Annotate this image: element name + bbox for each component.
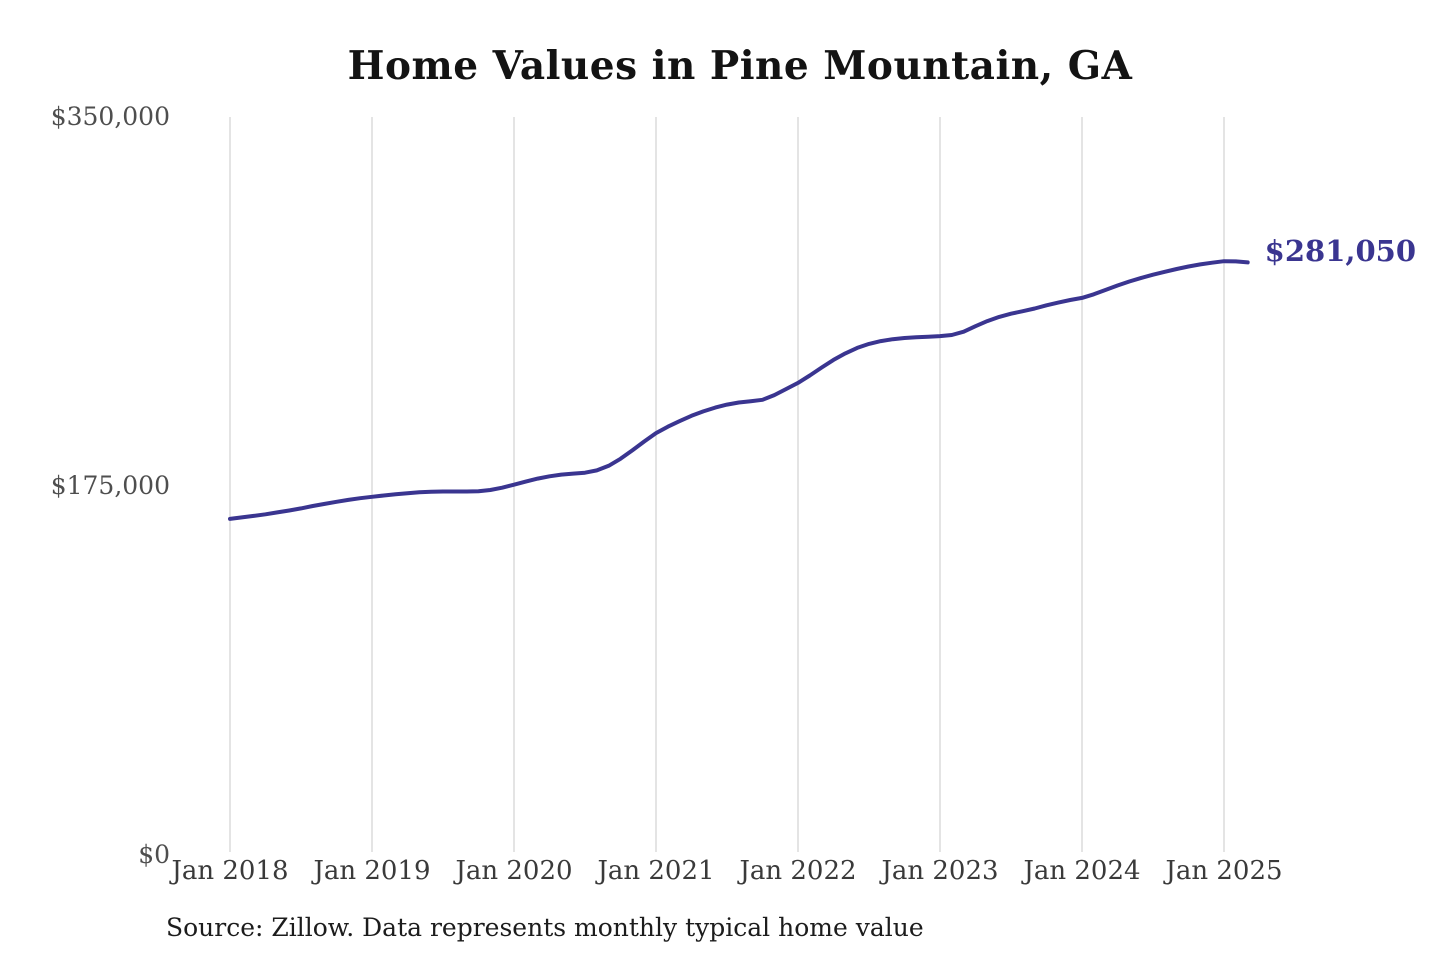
x-tick-label: Jan 2021	[597, 856, 715, 886]
y-tick-label: $175,000	[50, 471, 170, 500]
x-tick-label: Jan 2019	[313, 856, 431, 886]
x-tick-label: Jan 2018	[171, 856, 289, 886]
y-tick-label: $0	[138, 840, 170, 869]
home-value-line	[228, 259, 1250, 521]
x-tick-label: Jan 2024	[1023, 856, 1141, 886]
latest-value-annotation: $281,050	[1264, 234, 1416, 269]
x-tick-label: Jan 2020	[455, 856, 573, 886]
x-tick-label: Jan 2022	[739, 856, 857, 886]
source-note: Source: Zillow. Data represents monthly …	[166, 913, 924, 942]
x-tick-label: Jan 2025	[1165, 856, 1283, 886]
y-tick-label: $350,000	[50, 102, 170, 131]
gridlines-group	[229, 117, 1225, 852]
chart-title: Home Values in Pine Mountain, GA	[347, 43, 1133, 89]
x-tick-label: Jan 2023	[881, 856, 999, 886]
